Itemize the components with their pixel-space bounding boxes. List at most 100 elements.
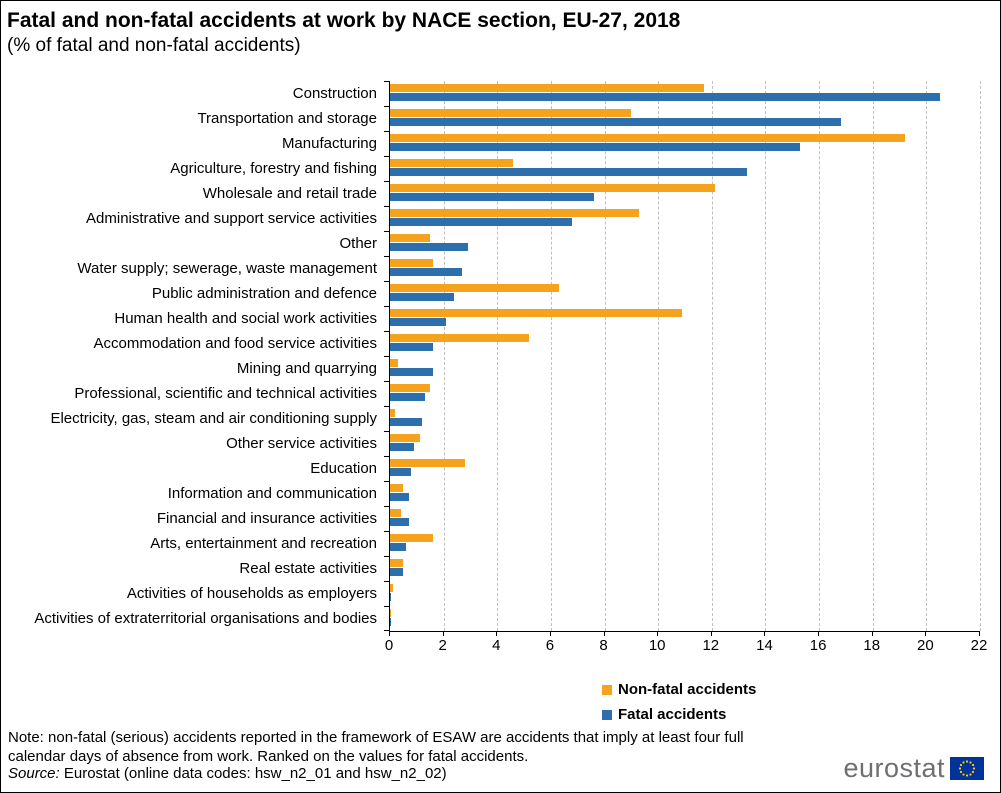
y-axis-tick: [384, 156, 389, 157]
y-axis-tick: [384, 406, 389, 407]
non-fatal-bar: [390, 84, 704, 92]
non-fatal-bar: [390, 459, 466, 467]
plot-area: [384, 81, 981, 631]
category-row: [384, 156, 980, 181]
category-row: [384, 381, 980, 406]
category-label: Mining and quarrying: [236, 360, 377, 377]
footnote-line2: calendar days of absence from work. Rank…: [8, 748, 529, 765]
category-row: [384, 606, 980, 631]
fatal-bar: [390, 193, 594, 201]
x-axis-label: 0: [384, 637, 394, 654]
eu-flag-icon: [950, 757, 984, 780]
x-axis-label: 6: [545, 637, 555, 654]
fatal-bar: [390, 493, 409, 501]
category-row: [384, 306, 980, 331]
footnote-line1: Note: non-fatal (serious) accidents repo…: [8, 729, 744, 746]
category-label: Arts, entertainment and recreation: [150, 535, 377, 552]
gridline: [711, 81, 713, 631]
category-label: Wholesale and retail trade: [202, 185, 377, 202]
non-fatal-bar: [390, 109, 632, 117]
category-row: [384, 256, 980, 281]
x-axis-label: 22: [970, 637, 988, 654]
gridline: [980, 81, 981, 631]
y-axis-tick: [384, 106, 389, 107]
category-row: [384, 131, 980, 156]
y-axis-tick: [384, 131, 389, 132]
chart-title: Fatal and non-fatal accidents at work by…: [7, 9, 681, 32]
category-row: [384, 281, 980, 306]
category-label: Financial and insurance activities: [156, 510, 377, 527]
fatal-bar: [390, 593, 392, 601]
gridline: [819, 81, 821, 631]
category-row: [384, 81, 980, 106]
non-fatal-bar: [390, 509, 401, 517]
non-fatal-bar: [390, 309, 683, 317]
category-label: Administrative and support service activ…: [86, 210, 377, 227]
non-fatal-bar: [390, 484, 404, 492]
category-label: Activities of households as employers: [126, 585, 377, 602]
source-text: Eurostat (online data codes: hsw_n2_01 a…: [59, 765, 447, 782]
category-row: [384, 356, 980, 381]
legend-item-non-fatal: Non-fatal accidents: [602, 677, 756, 702]
x-axis-label: 18: [863, 637, 881, 654]
non-fatal-bar: [390, 584, 393, 592]
category-row: [384, 531, 980, 556]
fatal-swatch-icon: [602, 709, 612, 720]
category-label: Accommodation and food service activitie…: [93, 335, 377, 352]
non-fatal-bar: [390, 559, 404, 567]
gridline: [658, 81, 660, 631]
x-axis-tick: [496, 631, 498, 636]
y-axis-tick: [384, 431, 389, 432]
fatal-bar: [390, 343, 433, 351]
category-label: Public administration and defence: [151, 285, 377, 302]
category-label: Activities of extraterritorial organisat…: [34, 610, 377, 627]
non-fatal-bar: [390, 159, 514, 167]
non-fatal-bar: [390, 209, 640, 217]
non-fatal-bar: [390, 609, 391, 617]
gridline: [497, 81, 499, 631]
x-axis-label: 12: [702, 637, 720, 654]
gridline: [872, 81, 874, 631]
gridline: [926, 81, 928, 631]
category-label: Agriculture, forestry and fishing: [170, 160, 377, 177]
gridline: [550, 81, 552, 631]
x-axis-tick: [389, 631, 390, 636]
category-label: Other service activities: [226, 435, 377, 452]
category-label: Other: [339, 235, 377, 252]
chart-subtitle: (% of fatal and non-fatal accidents): [7, 35, 301, 56]
fatal-bar: [390, 543, 407, 551]
non-fatal-bar: [390, 434, 420, 442]
y-axis-tick: [384, 331, 389, 332]
non-fatal-bar: [390, 284, 559, 292]
category-label: Electricity, gas, steam and air conditio…: [50, 410, 377, 427]
x-axis-tick: [549, 631, 551, 636]
source-label: Source:: [8, 765, 60, 782]
y-axis-tick: [384, 356, 389, 357]
x-axis-tick: [871, 631, 873, 636]
non-fatal-bar: [390, 234, 431, 242]
eurostat-logo: eurostat: [843, 753, 984, 784]
category-label: Real estate activities: [239, 560, 377, 577]
y-axis-tick: [384, 481, 389, 482]
category-row: [384, 181, 980, 206]
y-axis-tick: [384, 556, 389, 557]
y-axis-tick: [384, 506, 389, 507]
x-axis-label: 10: [648, 637, 666, 654]
fatal-bar: [390, 143, 801, 151]
category-row: [384, 106, 980, 131]
fatal-bar: [390, 93, 940, 101]
legend-item-fatal: Fatal accidents: [602, 702, 756, 727]
x-axis-tick: [764, 631, 766, 636]
category-label: Information and communication: [167, 485, 377, 502]
fatal-bar: [390, 243, 468, 251]
y-axis-tick: [384, 531, 389, 532]
fatal-bar: [390, 318, 447, 326]
category-row: [384, 331, 980, 356]
x-axis-label: 2: [438, 637, 447, 654]
y-axis-tick: [384, 231, 389, 232]
fatal-bar: [390, 618, 392, 626]
non-fatal-bar: [390, 334, 530, 342]
source: Source: Eurostat (online data codes: hsw…: [8, 765, 447, 782]
eurostat-logo-text: eurostat: [843, 753, 945, 783]
